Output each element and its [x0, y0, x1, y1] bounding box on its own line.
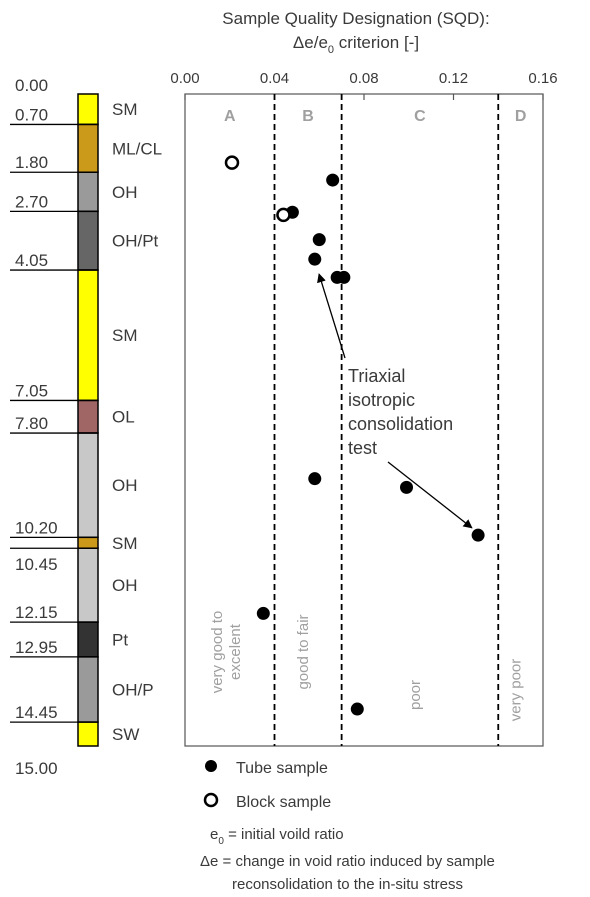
zone-letter: A: [224, 108, 236, 125]
soil-profile: SM ML/CL OH OH/Pt SM OL OH SM OH Pt OH/P SW 0.00 0.70…: [10, 76, 162, 778]
annotation-text: consolidation: [348, 414, 453, 434]
annotation-arrow: [317, 273, 346, 359]
tube-sample-point: [326, 173, 340, 187]
soil-layer: [77, 547, 99, 623]
soil-layer: [77, 721, 99, 747]
tube-sample-point: [350, 702, 364, 716]
depth-label: 14.45: [15, 703, 58, 722]
chart-title-line2: Δe/e0 criterion [-]: [293, 33, 419, 56]
soil-layer: [77, 621, 99, 658]
zone-letter: D: [515, 108, 527, 125]
depth-label: 7.80: [15, 414, 48, 433]
title-delta-e: Δe/e: [293, 33, 328, 52]
title-subscript: 0: [328, 44, 334, 56]
soil-type-label: OH/Pt: [112, 232, 159, 251]
zone-label: very good to: [209, 611, 226, 694]
soil-type-label: OH: [112, 476, 138, 495]
soil-layer: [77, 269, 99, 402]
x-tick-label: 0.16: [528, 70, 557, 87]
block-sample-point: [224, 155, 240, 170]
zone-letter: C: [414, 108, 426, 125]
depth-label: 4.05: [15, 251, 48, 270]
x-tick-label: 0.08: [349, 70, 378, 87]
depth-label: 12.95: [15, 638, 58, 657]
legend-e0-definition: e0 = initial voild ratio: [210, 826, 344, 847]
legend-block-marker: [203, 792, 219, 808]
tube-sample-point: [471, 528, 485, 542]
depth-label: 7.05: [15, 381, 48, 400]
annotation-text: Triaxial: [348, 366, 405, 386]
legend: Tube sample Block sample e0 = initial vo…: [200, 760, 495, 893]
tube-sample-point: [308, 252, 322, 266]
tube-sample-point: [308, 472, 322, 486]
legend-tube-marker: [205, 760, 217, 772]
zone-letter: B: [302, 108, 314, 125]
soil-type-label: ML/CL: [112, 139, 162, 158]
depth-label: 2.70: [15, 192, 48, 211]
soil-layer: [77, 93, 99, 126]
legend-block-label: Block sample: [236, 794, 331, 811]
chart-title-line1: Sample Quality Designation (SQD):: [222, 9, 489, 28]
soil-type-label: Pt: [112, 631, 128, 650]
depth-label: 10.20: [15, 518, 58, 537]
zone-label: good to fair: [295, 614, 312, 689]
zone-label: excelent: [227, 623, 244, 680]
tube-sample-point: [400, 480, 414, 494]
zone-label: poor: [407, 680, 424, 710]
legend-de-definition-1: Δe = change in void ratio induced by sam…: [200, 853, 495, 870]
block-sample-point: [276, 207, 291, 223]
depth-label: 10.45: [15, 555, 58, 574]
x-tick-label: 0.04: [260, 70, 289, 87]
title-end: criterion [-]: [334, 33, 419, 52]
soil-layer: [77, 656, 99, 723]
depth-label: 0.70: [15, 105, 48, 124]
tube-sample-point: [256, 606, 270, 620]
legend-e0-letter: e: [210, 826, 218, 843]
depth-label: 1.80: [15, 153, 48, 172]
soil-type-label: OH/P: [112, 680, 154, 699]
soil-type-label: OH: [112, 183, 138, 202]
zone-label: very poor: [508, 659, 525, 722]
annotation-text: isotropic: [348, 390, 415, 410]
soil-type-label: SM: [112, 534, 138, 553]
legend-tube-label: Tube sample: [236, 760, 328, 777]
soil-layer: [77, 399, 99, 434]
legend-de-definition-2: reconsolidation to the in-situ stress: [232, 876, 463, 893]
soil-type-label: SM: [112, 326, 138, 345]
soil-layer: [77, 123, 99, 173]
soil-layer: [77, 171, 99, 213]
soil-layer: [77, 536, 99, 549]
annotation-text: test: [348, 438, 377, 458]
legend-e0-sub: 0: [218, 836, 224, 847]
annotation-arrow: [387, 461, 473, 529]
soil-type-label: SM: [112, 100, 138, 119]
depth-label: 15.00: [15, 759, 58, 778]
plot-frame: [184, 93, 544, 747]
tube-sample-point: [312, 233, 326, 247]
soil-type-label: OH: [112, 576, 138, 595]
axis-layer: 0.00 0.04 0.08 0.12 0.16: [170, 70, 558, 100]
x-tick-label: 0.00: [170, 70, 199, 87]
annotation: Triaxial isotropic consolidation test: [317, 273, 473, 529]
x-tick-label: 0.12: [439, 70, 468, 87]
tube-sample-point: [337, 270, 351, 284]
depth-label: 12.15: [15, 603, 58, 622]
depth-label: 0.00: [15, 76, 48, 95]
soil-type-label: SW: [112, 725, 139, 744]
legend-e0-text: = initial voild ratio: [224, 826, 344, 843]
soil-layer: [77, 210, 99, 271]
soil-layer: [77, 432, 99, 539]
soil-type-label: OL: [112, 408, 135, 427]
